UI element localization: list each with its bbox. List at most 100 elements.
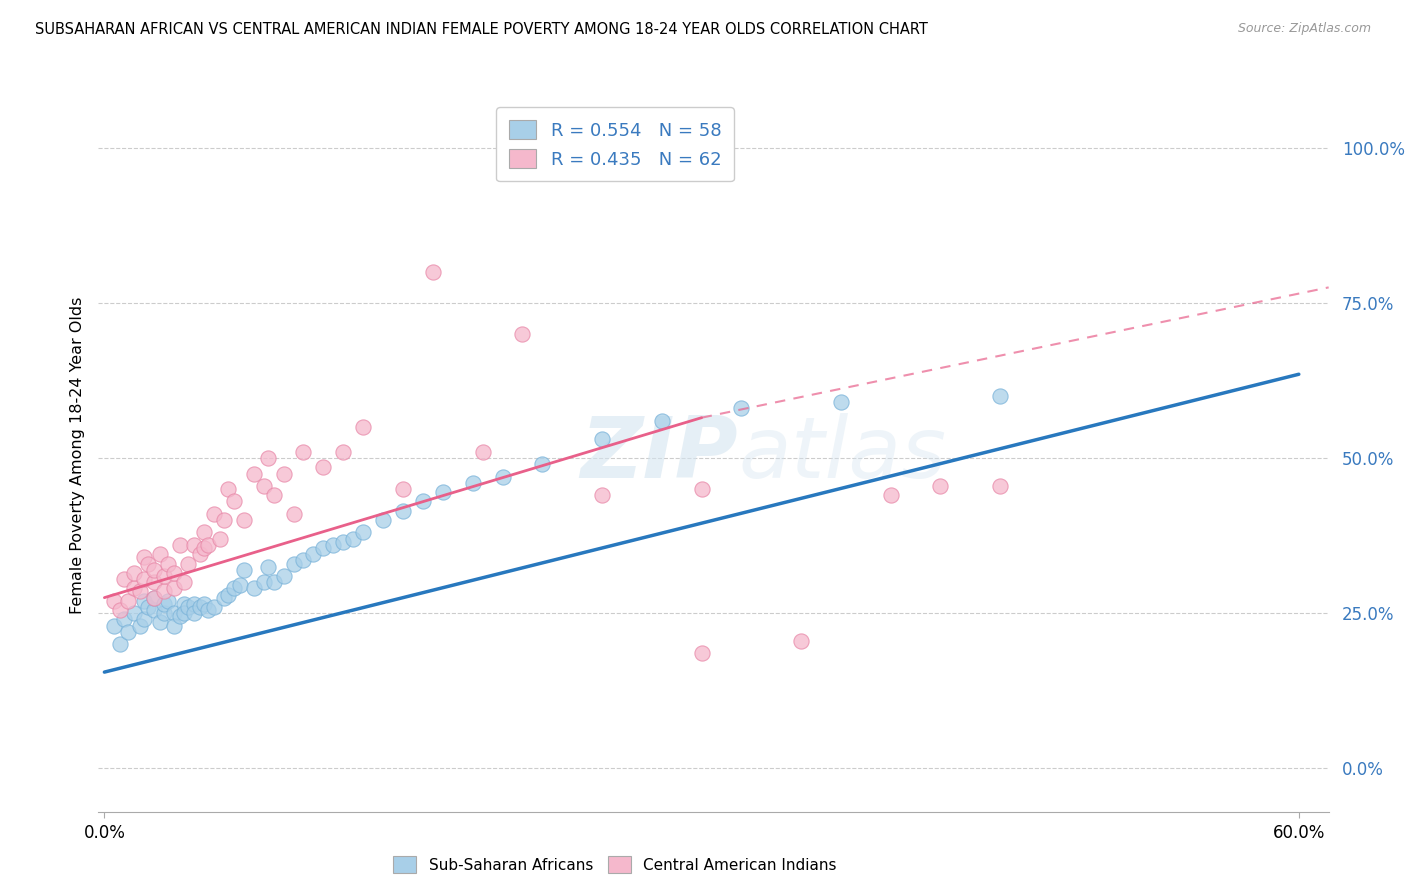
Point [112, 612, 135, 626]
Point [149, 615, 172, 630]
Point [217, 588, 239, 602]
Point [232, 513, 254, 527]
Point [332, 534, 354, 549]
Point [352, 420, 374, 434]
Point [322, 538, 344, 552]
Point [177, 557, 200, 571]
Point [122, 582, 145, 596]
Point [112, 572, 135, 586]
Point [143, 591, 166, 605]
Point [512, 326, 534, 341]
Point [173, 575, 195, 590]
Point [197, 538, 219, 552]
Point [153, 584, 176, 599]
Point [302, 547, 325, 561]
Point [217, 482, 239, 496]
Point [129, 584, 152, 599]
Point [988, 389, 1011, 403]
Point [188, 599, 211, 614]
Point [651, 414, 673, 428]
Point [471, 445, 494, 459]
Point [432, 485, 454, 500]
Point [193, 525, 215, 540]
Point [143, 575, 166, 590]
Point [173, 597, 195, 611]
Point [183, 606, 205, 620]
Point [352, 525, 374, 540]
Point [312, 541, 335, 555]
Point [202, 507, 225, 521]
Point [790, 634, 813, 648]
Point [422, 265, 444, 279]
Point [143, 563, 166, 577]
Point [134, 572, 156, 586]
Point [253, 575, 276, 590]
Point [222, 494, 245, 508]
Text: atlas: atlas [738, 413, 946, 497]
Point [273, 569, 295, 583]
Point [461, 475, 484, 490]
Point [134, 612, 156, 626]
Point [371, 513, 394, 527]
Point [117, 624, 139, 639]
Point [263, 488, 285, 502]
Point [242, 467, 264, 481]
Point [110, 603, 132, 617]
Point [491, 469, 513, 483]
Point [163, 618, 186, 632]
Point [136, 557, 159, 571]
Point [283, 507, 305, 521]
Point [690, 482, 713, 496]
Point [988, 479, 1011, 493]
Point [392, 482, 415, 496]
Point [283, 557, 305, 571]
Legend: Sub-Saharan Africans, Central American Indians: Sub-Saharan Africans, Central American I… [387, 850, 844, 879]
Point [208, 532, 231, 546]
Point [202, 599, 225, 614]
Point [412, 494, 434, 508]
Point [292, 553, 315, 567]
Point [134, 593, 156, 607]
Point [263, 575, 285, 590]
Point [110, 637, 132, 651]
Point [531, 457, 554, 471]
Point [169, 609, 191, 624]
Point [880, 488, 903, 502]
Point [312, 460, 335, 475]
Point [183, 538, 205, 552]
Point [129, 618, 152, 632]
Point [929, 479, 952, 493]
Text: Source: ZipAtlas.com: Source: ZipAtlas.com [1237, 22, 1371, 36]
Point [730, 401, 752, 416]
Point [134, 550, 156, 565]
Point [122, 606, 145, 620]
Point [177, 599, 200, 614]
Point [117, 593, 139, 607]
Point [122, 566, 145, 580]
Point [292, 445, 315, 459]
Point [830, 395, 852, 409]
Point [229, 578, 252, 592]
Point [163, 566, 186, 580]
Point [163, 606, 186, 620]
Point [591, 488, 613, 502]
Point [392, 504, 415, 518]
Point [591, 433, 613, 447]
Point [188, 547, 211, 561]
Point [136, 599, 159, 614]
Point [169, 538, 191, 552]
Point [690, 647, 713, 661]
Point [242, 582, 264, 596]
Point [222, 582, 245, 596]
Point [149, 547, 172, 561]
Point [183, 597, 205, 611]
Text: SUBSAHARAN AFRICAN VS CENTRAL AMERICAN INDIAN FEMALE POVERTY AMONG 18-24 YEAR OL: SUBSAHARAN AFRICAN VS CENTRAL AMERICAN I… [35, 22, 928, 37]
Point [163, 582, 186, 596]
Point [153, 569, 176, 583]
Text: ZIP: ZIP [581, 413, 738, 497]
Point [197, 603, 219, 617]
Point [212, 513, 235, 527]
Point [342, 532, 364, 546]
Point [193, 541, 215, 555]
Point [143, 591, 166, 605]
